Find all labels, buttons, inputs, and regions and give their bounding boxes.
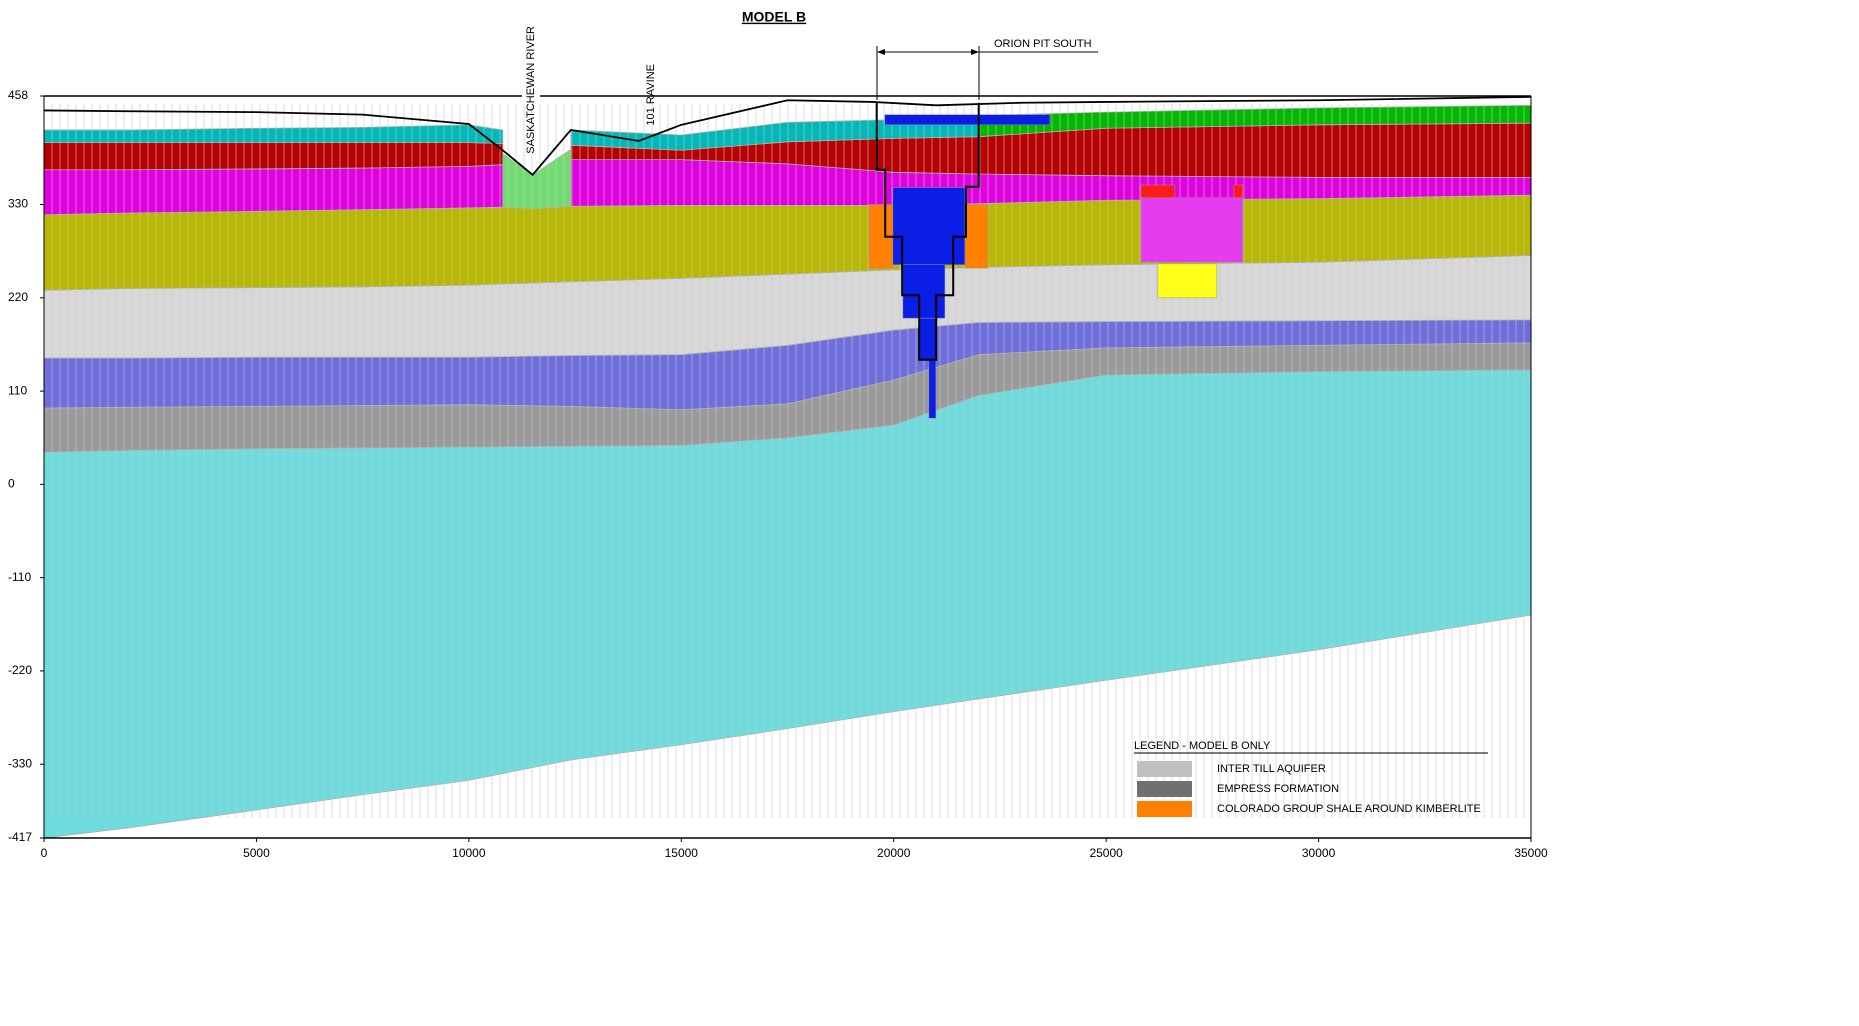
legend-swatch (1137, 781, 1192, 797)
block (1140, 197, 1244, 263)
x-tick-label: 35000 (1514, 846, 1548, 860)
annotation: 101 RAVINE (645, 64, 657, 126)
legend-label: EMPRESS FORMATION (1217, 783, 1339, 795)
y-tick-label: -110 (8, 570, 31, 584)
y-tick-label: 458 (8, 88, 28, 102)
legend-label: INTER TILL AQUIFER (1217, 763, 1326, 775)
block (884, 114, 1051, 126)
layer (43, 164, 504, 216)
annotation-bg (522, 92, 540, 100)
block (902, 264, 946, 319)
x-tick-label: 20000 (877, 846, 911, 860)
chart-title: MODEL B (742, 9, 806, 25)
annotation: SASKATCHEWAN RIVER (525, 26, 537, 154)
x-tick-label: 30000 (1302, 846, 1336, 860)
legend-swatch (1137, 761, 1192, 777)
block (1140, 184, 1176, 199)
y-tick-label: 330 (8, 197, 28, 211)
y-tick-label: 220 (8, 290, 28, 304)
model-grid (43, 104, 1525, 818)
y-tick-label: 110 (8, 383, 27, 397)
legend-swatch (1137, 801, 1192, 817)
x-tick-label: 15000 (665, 846, 699, 860)
plot-area (43, 95, 1532, 839)
x-tick-label: 25000 (1089, 846, 1123, 860)
legend-title: LEGEND - MODEL B ONLY (1134, 740, 1271, 752)
pit-outline (875, 102, 980, 361)
block (928, 359, 937, 419)
annotation: ORION PIT SOUTH (994, 38, 1092, 50)
legend-label: COLORADO GROUP SHALE AROUND KIMBERLITE (1217, 803, 1481, 815)
layer (43, 142, 504, 171)
x-tick-label: 10000 (452, 846, 486, 860)
y-tick-label: -417 (8, 830, 32, 844)
block (918, 317, 938, 360)
y-tick-label: -330 (8, 756, 32, 770)
y-tick-label: 0 (8, 477, 15, 491)
layer (43, 124, 504, 144)
x-tick-label: 0 (41, 846, 48, 860)
x-tick-label: 5000 (243, 846, 270, 860)
block (964, 204, 989, 269)
block (1233, 184, 1244, 199)
y-tick-label: -220 (8, 663, 32, 677)
block (1157, 263, 1218, 299)
ground-surface (43, 95, 1532, 177)
